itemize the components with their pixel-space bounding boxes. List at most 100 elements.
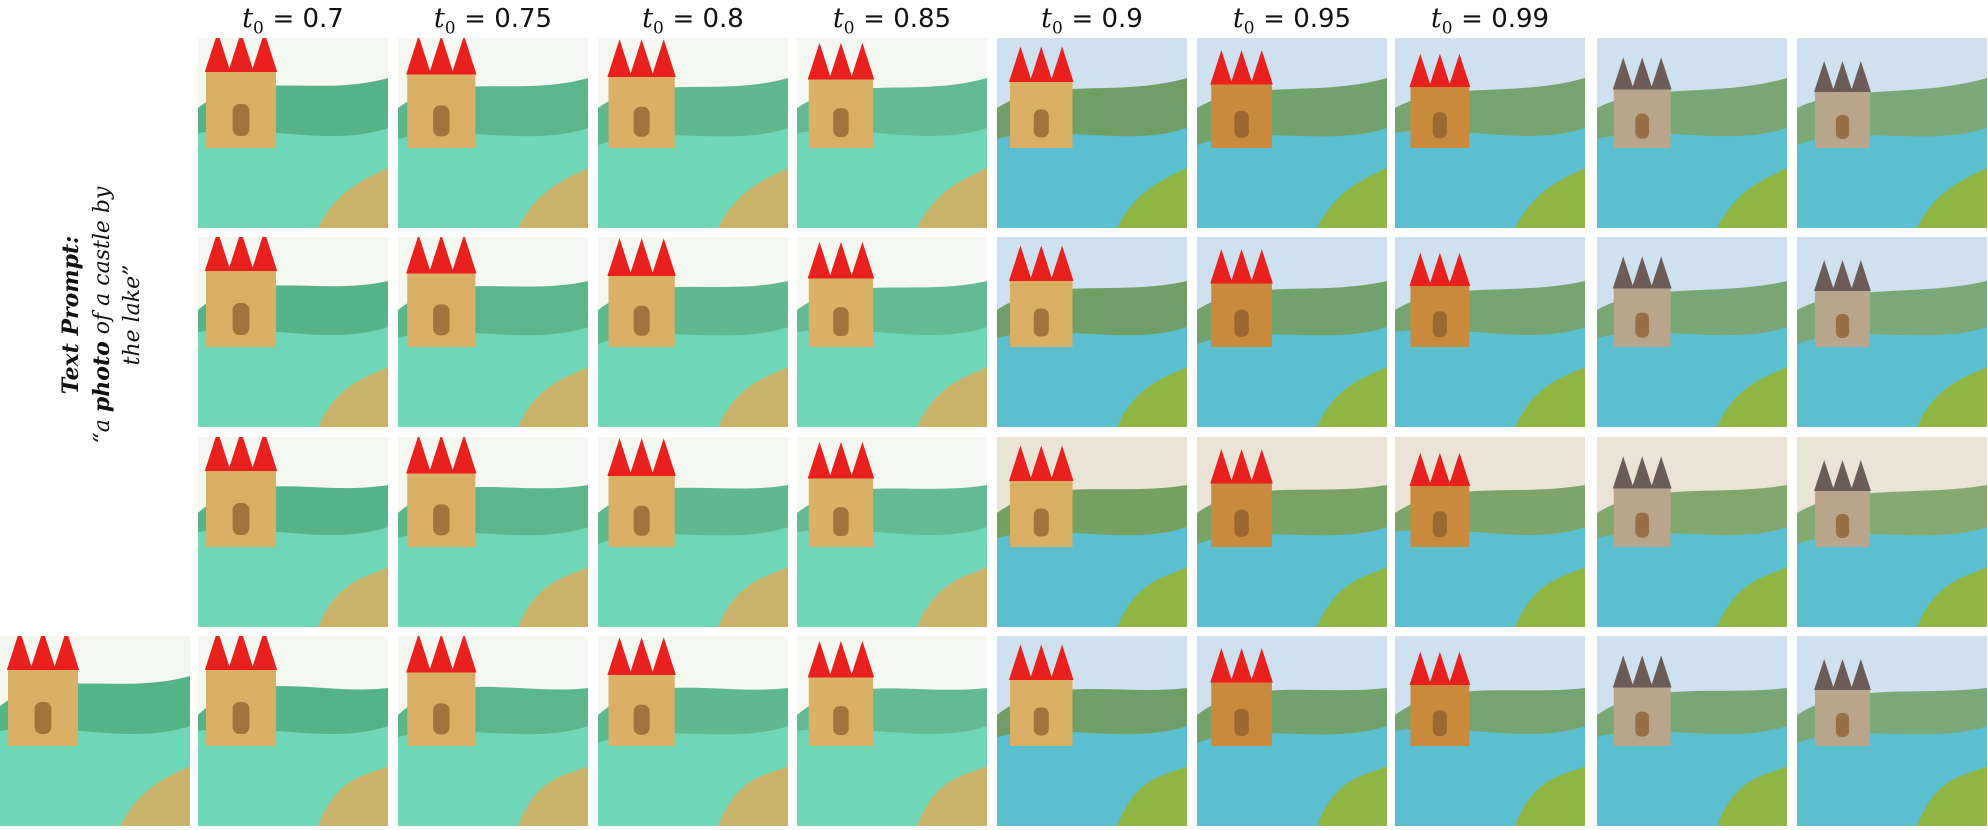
grid-image-r2-c8 (1597, 237, 1787, 427)
t-sub: 0 (1052, 18, 1063, 39)
grid-image-r1-c3-image (598, 38, 788, 228)
t-value: = 0.85 (863, 4, 952, 34)
grid-image-r2-c9-image (1797, 237, 1987, 427)
grid-image-r2-c1 (198, 237, 388, 427)
grid-image-r3-c3 (598, 437, 788, 627)
grid-image-r1-c1-image (198, 38, 388, 228)
grid-image-r2-c2 (398, 237, 588, 427)
column-label-2: t0 = 0.75 (398, 2, 588, 39)
grid-image-r4-c6 (1197, 636, 1387, 826)
t-sub: 0 (1441, 18, 1453, 39)
t-value: = 0.99 (1461, 4, 1550, 34)
grid-image-r2-c6-image (1197, 237, 1387, 427)
grid-image-r1-c8 (1597, 38, 1787, 228)
t-sub: 0 (444, 18, 456, 39)
grid-image-r1-c2 (398, 38, 588, 228)
grid-image-r3-c6 (1197, 437, 1387, 627)
grid-image-r1-c5-image (997, 38, 1187, 228)
grid-image-r3-c8-image (1597, 437, 1787, 627)
grid-image-r1-c4 (797, 38, 987, 228)
grid-image-r3-c3-image (598, 437, 788, 627)
grid-image-r2-c9 (1797, 237, 1987, 427)
grid-image-r4-c8-image (1597, 636, 1787, 826)
grid-image-r1-c2-image (398, 38, 588, 228)
t-sub: 0 (253, 18, 264, 39)
grid-image-r1-c4-image (797, 38, 987, 228)
column-label-5: t0 = 0.9 (997, 2, 1187, 39)
prompt-open: “a (90, 412, 115, 444)
t-var: t (1232, 3, 1244, 34)
grid-image-r4-c9-image (1797, 636, 1987, 826)
grid-image-r3-c7 (1395, 437, 1585, 627)
grid-image-r4-c5 (997, 636, 1187, 826)
grid-image-r2-c8-image (1597, 237, 1787, 427)
t-var: t (642, 3, 654, 34)
grid-image-r4-c1-image (198, 636, 388, 826)
grid-image-r3-c1 (198, 437, 388, 627)
grid-image-r3-c9-image (1797, 437, 1987, 627)
t-var: t (1041, 3, 1053, 34)
t-var: t (832, 3, 844, 34)
grid-image-r4-c5-image (997, 636, 1187, 826)
grid-image-r3-c6-image (1197, 437, 1387, 627)
grid-image-r1-c5 (997, 38, 1187, 228)
column-label-4: t0 = 0.85 (797, 2, 987, 39)
grid-image-r3-c5 (997, 437, 1187, 627)
grid-image-r2-c5-image (997, 237, 1187, 427)
t-var: t (1430, 3, 1442, 34)
input-reference-image-image (0, 636, 190, 826)
grid-image-r2-c4 (797, 237, 987, 427)
grid-image-r3-c4 (797, 437, 987, 627)
grid-image-r4-c2-image (398, 636, 588, 826)
t-value: = 0.75 (464, 4, 553, 34)
grid-image-r2-c4-image (797, 237, 987, 427)
t-var: t (242, 3, 254, 34)
t-value: = 0.9 (1071, 4, 1143, 34)
t-value: = 0.8 (672, 4, 744, 34)
grid-image-r1-c7-image (1395, 38, 1585, 228)
prompt-rest: of a castle by the lake” (90, 186, 145, 366)
grid-image-r3-c2 (398, 437, 588, 627)
grid-image-r4-c4-image (797, 636, 987, 826)
grid-image-r1-c9 (1797, 38, 1987, 228)
grid-image-r3-c4-image (797, 437, 987, 627)
grid-image-r2-c3 (598, 237, 788, 427)
grid-image-r4-c7-image (1395, 636, 1585, 826)
grid-image-r4-c7 (1395, 636, 1585, 826)
text-prompt: Text Prompt: “a photo of a castle by the… (56, 170, 145, 460)
grid-image-r4-c8 (1597, 636, 1787, 826)
grid-image-r1-c9-image (1797, 38, 1987, 228)
grid-image-r4-c4 (797, 636, 987, 826)
grid-image-r4-c6-image (1197, 636, 1387, 826)
t-sub: 0 (1243, 18, 1255, 39)
grid-image-r3-c5-image (997, 437, 1187, 627)
grid-image-r1-c7 (1395, 38, 1585, 228)
grid-image-r3-c8 (1597, 437, 1787, 627)
grid-image-r3-c2-image (398, 437, 588, 627)
grid-image-r4-c1 (198, 636, 388, 826)
grid-image-r4-c9 (1797, 636, 1987, 826)
column-label-1: t0 = 0.7 (198, 2, 388, 39)
grid-image-r2-c1-image (198, 237, 388, 427)
grid-image-r1-c6 (1197, 38, 1387, 228)
grid-image-r2-c3-image (598, 237, 788, 427)
grid-image-r1-c6-image (1197, 38, 1387, 228)
grid-image-r2-c5 (997, 237, 1187, 427)
prompt-bold-word: photo (89, 341, 115, 413)
column-label-6: t0 = 0.95 (1197, 2, 1387, 39)
grid-image-r1-c8-image (1597, 38, 1787, 228)
t-value: = 0.7 (272, 4, 344, 34)
t-var: t (433, 3, 445, 34)
grid-image-r2-c7 (1395, 237, 1585, 427)
grid-image-r1-c1 (198, 38, 388, 228)
grid-image-r2-c2-image (398, 237, 588, 427)
grid-image-r3-c1-image (198, 437, 388, 627)
t-value: = 0.95 (1263, 4, 1352, 34)
grid-image-r4-c3-image (598, 636, 788, 826)
grid-image-r4-c2 (398, 636, 588, 826)
grid-image-r2-c6 (1197, 237, 1387, 427)
grid-image-r3-c7-image (1395, 437, 1585, 627)
grid-image-r3-c9 (1797, 437, 1987, 627)
grid-image-r2-c7-image (1395, 237, 1585, 427)
t-sub: 0 (843, 18, 855, 39)
